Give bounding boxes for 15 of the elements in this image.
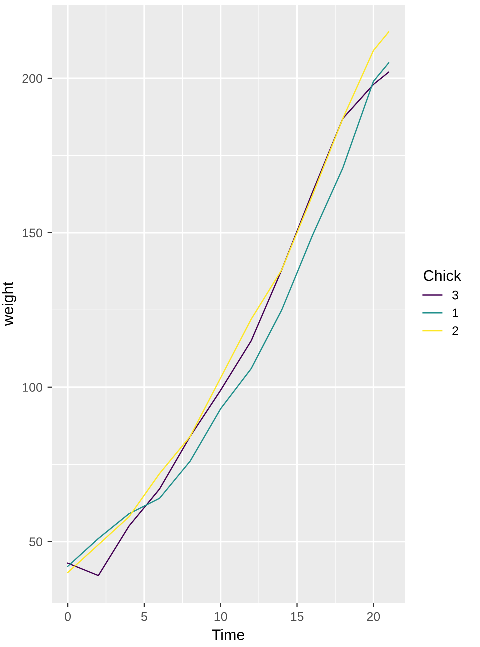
legend-label: 2 xyxy=(452,326,458,336)
legend-label: 1 xyxy=(453,308,458,318)
x-tick-label: 10 xyxy=(214,612,228,622)
y-tick-label: 100 xyxy=(23,383,42,392)
x-tick-label: 20 xyxy=(367,612,380,622)
y-tick-label: 50 xyxy=(30,538,42,546)
x-tick-label: 5 xyxy=(141,612,148,622)
x-axis-title: Time xyxy=(212,629,245,640)
y-tick-label: 200 xyxy=(22,74,42,84)
x-tick-label: 0 xyxy=(65,612,72,622)
legend-label: 3 xyxy=(452,290,458,300)
y-axis-title: weight xyxy=(2,282,17,326)
x-tick-label: 15 xyxy=(291,612,304,622)
legend-title: Chick xyxy=(424,270,462,282)
y-tick-label: 150 xyxy=(23,228,42,238)
